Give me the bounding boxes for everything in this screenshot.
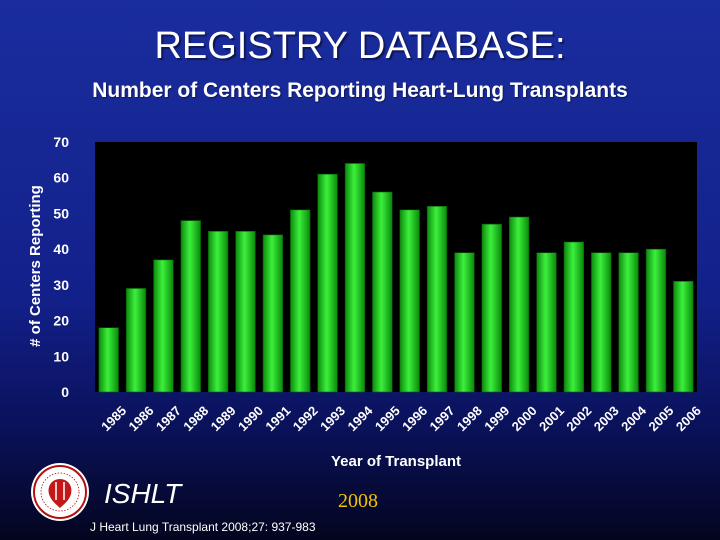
- bar-1992: [290, 209, 311, 393]
- x-tick-label: 2005: [645, 403, 676, 434]
- x-tick-label: 2003: [591, 403, 622, 434]
- x-tick-label: 2002: [563, 403, 594, 434]
- x-tick-label: 1993: [317, 403, 348, 434]
- y-axis-label: # of Centers Reporting: [27, 185, 44, 347]
- bar-2006: [673, 280, 694, 393]
- x-tick-label: 1991: [262, 403, 293, 434]
- bar-2003: [591, 252, 612, 393]
- bar-1990: [235, 230, 256, 393]
- x-tick-label: 1990: [235, 403, 266, 434]
- y-tick-label: 50: [53, 205, 69, 221]
- chart-subtitle: Number of Centers Reporting Heart-Lung T…: [92, 79, 628, 102]
- x-tick-label: 1988: [180, 403, 211, 434]
- x-tick-label: 2004: [618, 403, 650, 435]
- x-tick-label: 1987: [153, 403, 184, 434]
- bar-1994: [344, 163, 366, 393]
- x-tick-label: 1992: [290, 403, 321, 434]
- bar-1988: [180, 220, 201, 393]
- x-tick-label: 1994: [344, 403, 376, 435]
- x-axis: 1985198619871988198919901991199219931994…: [98, 403, 704, 435]
- y-axis: 0 10 20 30 40 50 60 70: [53, 134, 69, 400]
- bar-series: [98, 163, 694, 393]
- x-tick-label: 1997: [427, 403, 458, 434]
- citation: J Heart Lung Transplant 2008;27: 937-983: [90, 520, 316, 534]
- bar-1998: [454, 252, 475, 393]
- report-year: 2008: [338, 490, 378, 512]
- x-tick-label: 1999: [481, 403, 512, 434]
- page-title: REGISTRY DATABASE:: [154, 25, 566, 67]
- y-tick-label: 0: [61, 384, 69, 400]
- bar-1997: [426, 205, 448, 393]
- bar-1996: [399, 209, 420, 393]
- x-tick-label: 2006: [673, 403, 704, 434]
- bar-2000: [508, 216, 530, 393]
- x-tick-label: 1986: [126, 403, 157, 434]
- x-tick-label: 1985: [98, 403, 129, 434]
- bar-1993: [317, 173, 338, 393]
- y-tick-label: 70: [53, 134, 69, 150]
- y-tick-label: 20: [53, 313, 69, 329]
- x-tick-label: 1995: [372, 403, 403, 434]
- y-tick-label: 10: [53, 348, 69, 364]
- bar-1989: [207, 230, 229, 393]
- x-tick-label: 2001: [536, 403, 567, 434]
- organization-name: ISHLT: [104, 478, 182, 509]
- bar-2001: [536, 252, 557, 393]
- bar-1999: [481, 223, 502, 393]
- bar-1985: [98, 327, 119, 393]
- bar-1991: [262, 234, 284, 393]
- x-tick-label: 1989: [208, 403, 239, 434]
- x-tick-label: 1998: [454, 403, 485, 434]
- ishlt-seal-icon: [31, 463, 89, 521]
- y-tick-label: 30: [53, 277, 69, 293]
- bar-1986: [125, 288, 147, 393]
- bar-chart: 0 10 20 30 40 50 60 70 198519861987198819891990…: [27, 134, 704, 470]
- x-axis-label: Year of Transplant: [331, 453, 461, 470]
- bar-2004: [618, 252, 639, 393]
- x-tick-label: 2000: [509, 403, 540, 434]
- x-tick-label: 1996: [399, 403, 430, 434]
- y-tick-label: 40: [53, 241, 69, 257]
- bar-1987: [153, 259, 174, 393]
- bar-2005: [645, 248, 667, 393]
- bar-1995: [372, 191, 393, 393]
- y-tick-label: 60: [53, 170, 69, 186]
- bar-2002: [563, 241, 585, 393]
